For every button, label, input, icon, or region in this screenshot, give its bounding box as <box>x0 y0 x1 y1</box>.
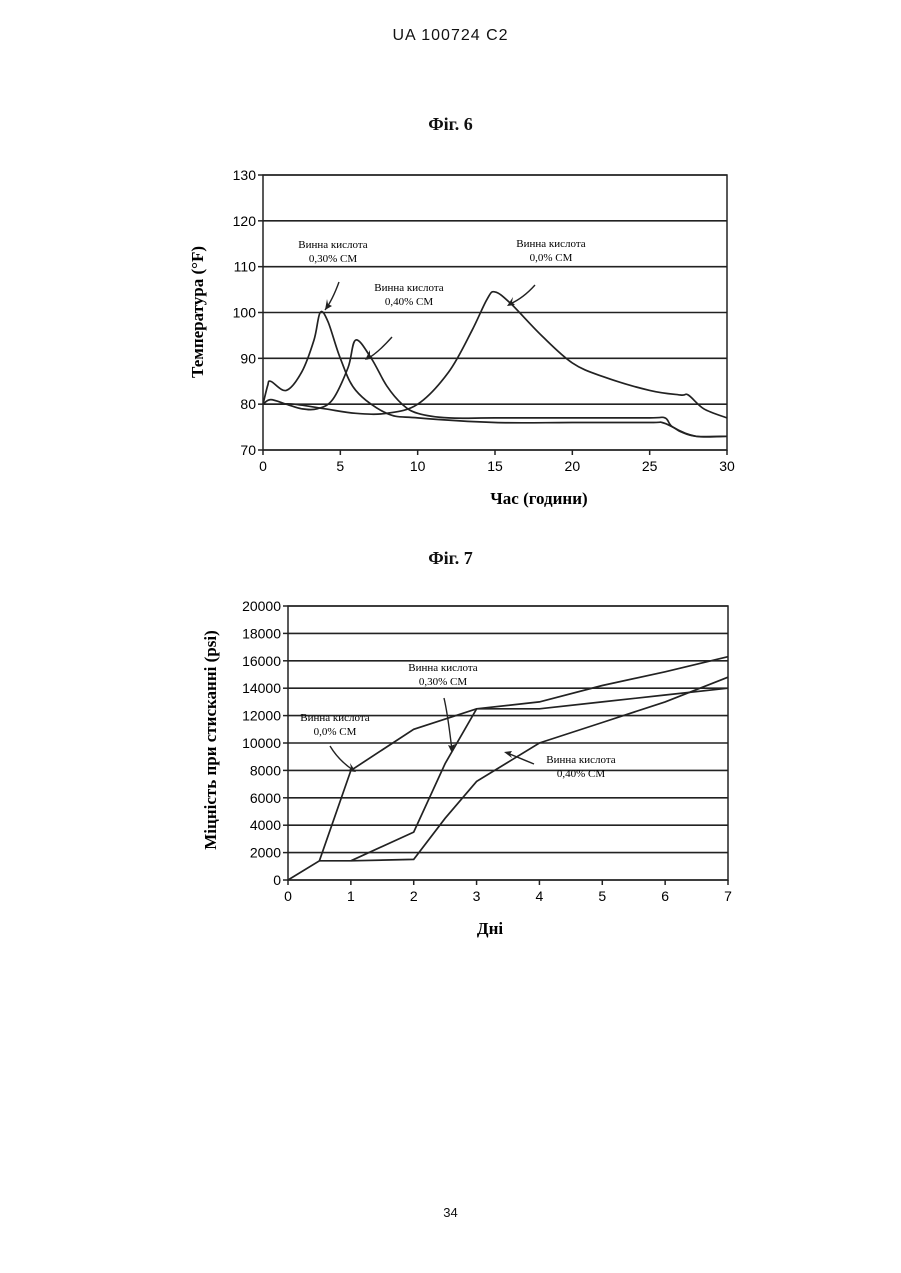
annotation-040-line1: Винна кислота <box>374 282 444 294</box>
series-line-2 <box>319 677 728 861</box>
document-header: UA 100724 C2 <box>0 27 901 45</box>
x-tick-label: 5 <box>598 888 606 904</box>
figure-7-chart: 0 2000 4000 6000 8000 10000 12000 14000 16000 180… <box>190 590 750 950</box>
figure-7-title: Фіг. 7 <box>0 548 901 569</box>
x-tick-label: 3 <box>473 888 481 904</box>
annotation-030-line2: 0,30% СМ <box>309 253 358 265</box>
annotation-00: Винна кислота 0,0% СМ <box>300 712 370 772</box>
annotation-00-line2: 0,0% СМ <box>530 252 573 264</box>
x-tick-label: 25 <box>642 458 658 474</box>
x-tick-label: 2 <box>410 888 418 904</box>
y-tick-label: 8000 <box>250 762 281 778</box>
y-tick-label: 14000 <box>242 680 281 696</box>
annotation-040: Винна кислота 0,40% СМ <box>365 282 444 360</box>
x-tick-label: 4 <box>536 888 544 904</box>
annotation-00-arrow <box>330 746 353 770</box>
y-tick-label: 18000 <box>242 625 281 641</box>
x-tick-label: 1 <box>347 888 355 904</box>
x-tick-label: 6 <box>661 888 669 904</box>
annotation-030-line2: 0,30% СМ <box>419 676 468 688</box>
x-axis-title: Час (години) <box>490 489 587 508</box>
annotation-030: Винна кислота 0,30% СМ <box>298 239 368 310</box>
y-tick-label: 120 <box>233 213 257 229</box>
annotation-00-arrow <box>510 285 535 304</box>
y-tick-label: 2000 <box>250 845 281 861</box>
x-tick-label: 0 <box>284 888 292 904</box>
figure-6-chart: 70 80 90 100 110 120 130 0 5 10 15 20 25 30 Час (год… <box>175 160 755 520</box>
y-axis-title: Міцність при стисканні (psi) <box>201 630 220 849</box>
y-tick-label: 0 <box>273 872 281 888</box>
annotation-00-line1: Винна кислота <box>300 712 370 724</box>
annotation-00: Винна кислота 0,0% СМ <box>507 238 586 306</box>
annotation-00-line2: 0,0% СМ <box>314 726 357 738</box>
y-tick-label: 70 <box>240 442 256 458</box>
figure-6-title: Фіг. 6 <box>0 114 901 135</box>
y-tick-label: 10000 <box>242 735 281 751</box>
y-axis-title: Температура (°F) <box>188 246 207 378</box>
page-number: 34 <box>0 1205 901 1220</box>
series-line-1 <box>351 688 728 861</box>
y-tick-label: 110 <box>234 259 257 275</box>
y-tick-label: 4000 <box>250 817 281 833</box>
y-tick-label: 16000 <box>242 653 281 669</box>
y-tick-label: 100 <box>233 305 257 321</box>
x-tick-label: 0 <box>259 458 267 474</box>
x-tick-label: 30 <box>719 458 735 474</box>
y-tick-label: 90 <box>240 350 256 366</box>
x-tick-label: 20 <box>565 458 581 474</box>
annotation-040-arrow <box>367 337 392 359</box>
x-tick-label: 7 <box>724 888 732 904</box>
annotation-040-line2: 0,40% СМ <box>557 768 606 780</box>
y-tick-label: 130 <box>233 167 257 183</box>
y-tick-label: 6000 <box>250 790 281 806</box>
series-line-0 <box>288 657 728 880</box>
x-tick-label: 10 <box>410 458 426 474</box>
annotation-030: Винна кислота 0,30% СМ <box>408 662 478 753</box>
annotation-040-line1: Винна кислота <box>546 754 616 766</box>
annotation-030-line1: Винна кислота <box>298 239 368 251</box>
x-tick-label: 15 <box>487 458 503 474</box>
annotation-00-line1: Винна кислота <box>516 238 586 250</box>
x-tick-label: 5 <box>336 458 344 474</box>
x-axis-title: Дні <box>477 919 503 938</box>
y-tick-label: 20000 <box>242 598 281 614</box>
annotation-040-line2: 0,40% СМ <box>385 296 434 308</box>
y-tick-label: 12000 <box>242 708 281 724</box>
annotation-030-line1: Винна кислота <box>408 662 478 674</box>
y-tick-label: 80 <box>240 396 256 412</box>
